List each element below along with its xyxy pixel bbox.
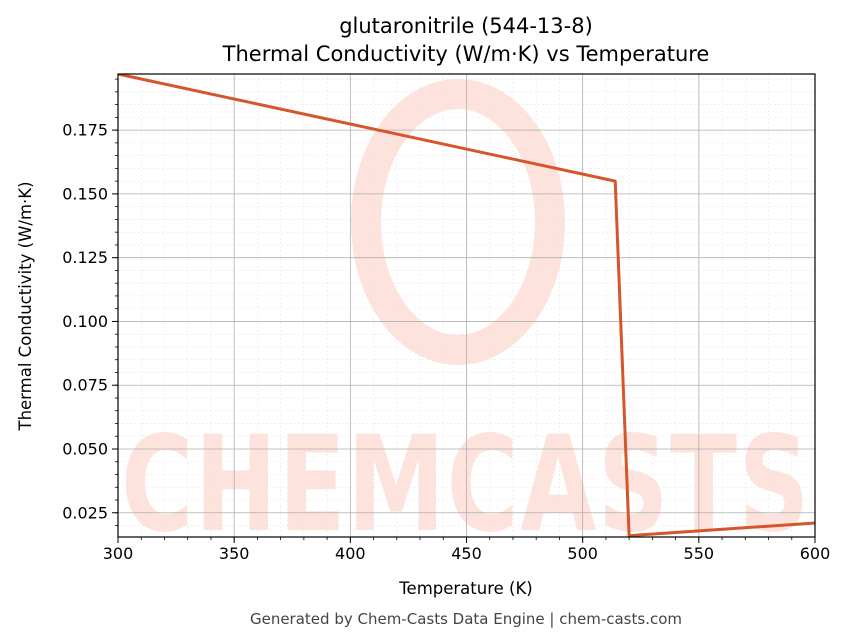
series-line [118,74,815,537]
y-tick-label: 0.075 [62,376,108,395]
watermark-text: CHEMCASTS [121,408,811,562]
x-tick-label: 400 [335,544,366,563]
y-tick-label: 0.150 [62,184,108,203]
watermark-ring [351,79,565,365]
y-tick-label: 0.050 [62,439,108,458]
x-axis-label: Temperature (K) [398,579,532,598]
y-axis-label: Thermal Conductivity (W/m·K) [16,181,35,431]
footer-credit: Generated by Chem-Casts Data Engine | ch… [250,610,682,628]
x-tick-label: 300 [103,544,134,563]
y-tick-label: 0.025 [62,503,108,522]
chart-title: glutaronitrile (544-13-8) [339,14,593,38]
x-tick-label: 450 [451,544,482,563]
x-tick-label: 550 [684,544,715,563]
x-tick-label: 600 [800,544,831,563]
series-layer [118,74,815,537]
chart-subtitle: Thermal Conductivity (W/m·K) vs Temperat… [222,42,710,66]
y-tick-label: 0.175 [62,121,108,140]
axis-ticks: 300 350 400 450 500 550 600 0.025 0.050 0.075 0.10… [62,78,831,563]
watermark: CHEMCASTS [121,79,811,562]
y-tick-label: 0.100 [62,312,108,331]
watermark-logo: CHEMCASTS [121,79,811,562]
y-tick-label: 0.125 [62,248,108,267]
x-tick-label: 350 [219,544,250,563]
x-tick-label: 500 [567,544,598,563]
